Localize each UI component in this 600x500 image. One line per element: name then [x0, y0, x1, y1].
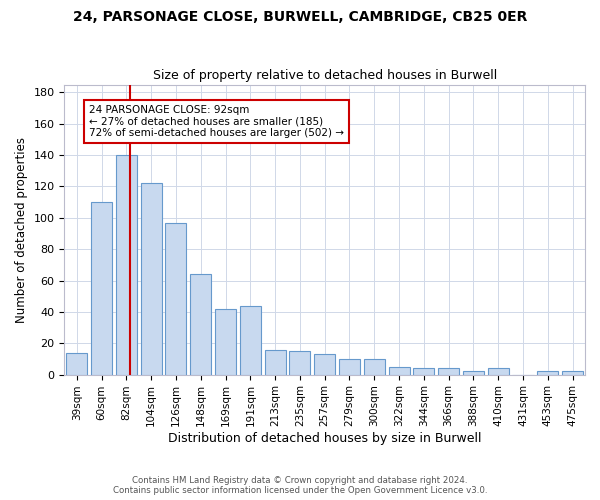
Bar	[190, 274, 211, 374]
Bar	[140, 184, 162, 374]
Bar	[364, 359, 385, 374]
X-axis label: Distribution of detached houses by size in Burwell: Distribution of detached houses by size …	[168, 432, 481, 445]
Bar	[66, 352, 88, 374]
Text: 24, PARSONAGE CLOSE, BURWELL, CAMBRIDGE, CB25 0ER: 24, PARSONAGE CLOSE, BURWELL, CAMBRIDGE,…	[73, 10, 527, 24]
Bar	[91, 202, 112, 374]
Bar	[116, 155, 137, 374]
Bar	[537, 372, 559, 374]
Bar	[438, 368, 459, 374]
Bar	[240, 306, 261, 374]
Text: Contains HM Land Registry data © Crown copyright and database right 2024.
Contai: Contains HM Land Registry data © Crown c…	[113, 476, 487, 495]
Bar	[562, 372, 583, 374]
Y-axis label: Number of detached properties: Number of detached properties	[15, 136, 28, 322]
Bar	[289, 351, 310, 374]
Bar	[389, 367, 410, 374]
Title: Size of property relative to detached houses in Burwell: Size of property relative to detached ho…	[152, 69, 497, 82]
Text: 24 PARSONAGE CLOSE: 92sqm
← 27% of detached houses are smaller (185)
72% of semi: 24 PARSONAGE CLOSE: 92sqm ← 27% of detac…	[89, 105, 344, 138]
Bar	[314, 354, 335, 374]
Bar	[265, 350, 286, 374]
Bar	[463, 372, 484, 374]
Bar	[215, 308, 236, 374]
Bar	[339, 359, 360, 374]
Bar	[166, 222, 187, 374]
Bar	[488, 368, 509, 374]
Bar	[413, 368, 434, 374]
